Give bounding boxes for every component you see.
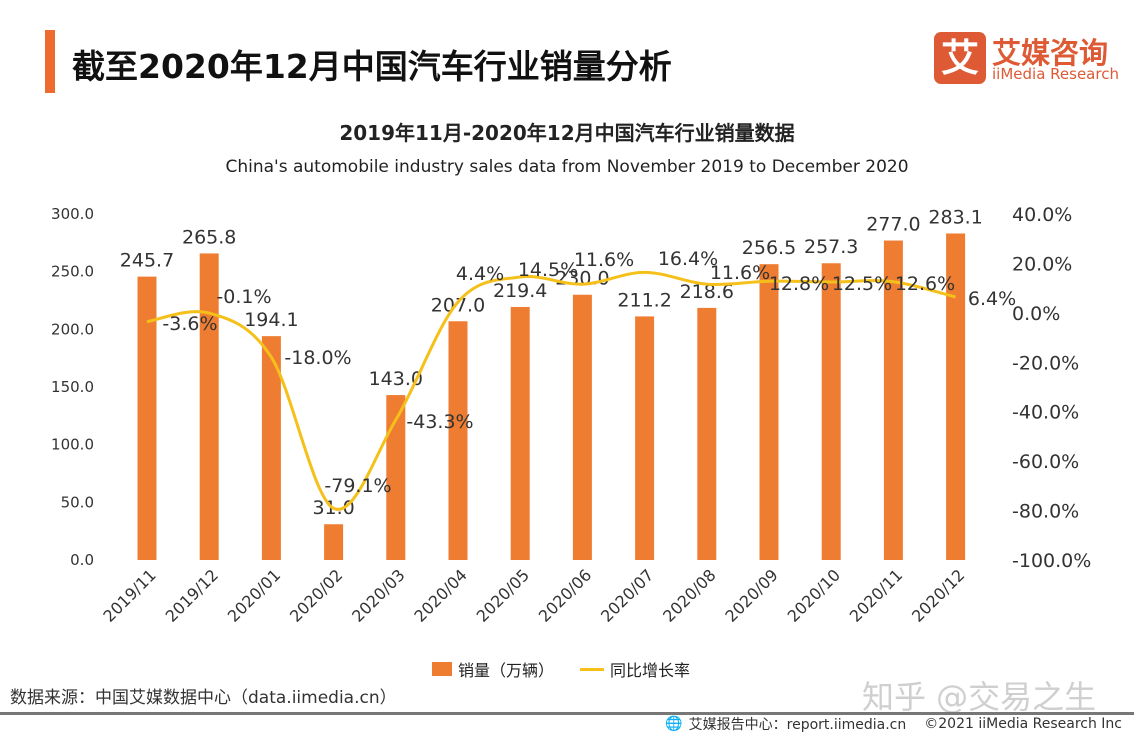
line-data-label: 16.4% <box>658 248 718 270</box>
bar-data-label: 257.3 <box>804 236 858 258</box>
bar-data-label: 265.8 <box>182 226 236 248</box>
legend: 销量（万辆） 同比增长率 <box>432 657 690 681</box>
line-data-label: 11.6% <box>574 249 634 271</box>
globe-icon: 🌐 <box>665 716 683 732</box>
chart-title: 2019年11月-2020年12月中国汽车行业销量数据 <box>339 121 795 145</box>
logo-name-cn: 艾媒咨询 <box>992 36 1109 70</box>
line-data-label: 12.8% <box>769 273 829 295</box>
line-data-label: 12.6% <box>895 273 955 295</box>
growth-line <box>146 270 956 511</box>
right-axis-tick: 20.0% <box>1012 253 1072 275</box>
bar <box>261 336 281 560</box>
bar <box>324 524 344 560</box>
line-data-label: 11.6% <box>710 262 770 284</box>
line-data-label: 6.4% <box>968 288 1016 310</box>
right-axis-tick: -80.0% <box>1012 501 1079 523</box>
line-data-label: 12.5% <box>832 273 892 295</box>
footer-copyright: ©2021 iiMedia Research Inc <box>924 716 1122 732</box>
page-title: 截至2020年12月中国汽车行业销量分析 <box>72 47 672 86</box>
bar <box>199 253 219 560</box>
bar-data-label: 207.0 <box>431 294 485 316</box>
legend-bar-swatch <box>432 662 452 676</box>
right-axis-tick: -100.0% <box>1012 550 1091 572</box>
logo-mark: 艾 <box>934 32 986 84</box>
left-axis-tick: 50.0 <box>61 493 94 511</box>
x-axis-tick: 2020/11 <box>846 565 906 625</box>
line-data-label: -79.1% <box>324 475 391 497</box>
line-data-label: 14.5% <box>518 259 578 281</box>
right-axis-tick: 0.0% <box>1012 303 1060 325</box>
bar <box>759 264 779 560</box>
left-axis-tick: 250.0 <box>51 263 94 281</box>
bar-data-label: 211.2 <box>617 289 671 311</box>
left-axis-tick: 300.0 <box>51 205 94 223</box>
bar <box>448 321 468 560</box>
left-axis-tick: 0.0 <box>70 551 94 569</box>
line-data-label: 4.4% <box>456 263 504 285</box>
bar <box>572 294 592 560</box>
line-data-label: -18.0% <box>284 347 351 369</box>
bar-data-label: 277.0 <box>866 214 920 236</box>
x-axis-tick: 2020/07 <box>597 565 657 625</box>
x-axis-tick: 2020/10 <box>784 565 844 625</box>
legend-line-swatch <box>580 667 605 671</box>
x-axis-tick: 2020/09 <box>721 565 781 625</box>
chart-subtitle: China's automobile industry sales data f… <box>225 157 909 177</box>
bar <box>946 233 966 560</box>
title-accent-bar <box>45 30 55 93</box>
bar <box>697 307 717 560</box>
legend-line-label: 同比增长率 <box>610 661 691 680</box>
watermark: 知乎 @交易之生 <box>862 678 1097 716</box>
x-axis-tick: 2020/08 <box>659 565 719 625</box>
right-axis-tick: -20.0% <box>1012 352 1079 374</box>
right-axis-tick: -60.0% <box>1012 451 1079 473</box>
line-data-label: -0.1% <box>216 286 271 308</box>
footer-report[interactable]: 艾媒报告中心：report.iimedia.cn <box>688 717 907 733</box>
bar-data-label: 194.1 <box>244 309 298 331</box>
x-axis-tick: 2019/12 <box>162 565 222 625</box>
left-axis-tick: 100.0 <box>51 436 94 454</box>
bar-data-label: 283.1 <box>928 206 982 228</box>
bar-data-label: 245.7 <box>120 250 174 272</box>
right-axis-tick: -40.0% <box>1012 402 1079 424</box>
bar-data-label: 218.6 <box>680 281 734 303</box>
x-axis-tick: 2020/06 <box>535 565 595 625</box>
footer: 🌐 艾媒报告中心：report.iimedia.cn ©2021 iiMedia… <box>665 714 1122 734</box>
bar-data-label: 219.4 <box>493 280 547 302</box>
bar-data-label: 143.0 <box>369 368 423 390</box>
x-axis-tick: 2020/12 <box>908 565 968 625</box>
line-data-label: -43.3% <box>406 411 473 433</box>
bar <box>137 276 157 560</box>
x-axis-tick: 2020/03 <box>348 565 408 625</box>
footer-divider <box>0 712 1134 715</box>
left-axis-tick: 200.0 <box>51 320 94 338</box>
left-axis-tick: 150.0 <box>51 378 94 396</box>
x-axis-tick: 2020/05 <box>473 565 533 625</box>
data-source: 数据来源：中国艾媒数据中心（data.iimedia.cn） <box>10 688 397 708</box>
bar-data-label: 256.5 <box>742 237 796 259</box>
bar <box>821 263 841 560</box>
bar <box>883 240 903 560</box>
iimedia-logo: 艾 艾媒咨询 iiMedia Research <box>934 32 1119 87</box>
bar <box>635 316 655 560</box>
x-axis-tick: 2020/02 <box>286 565 346 625</box>
x-axis-tick: 2019/11 <box>99 565 159 625</box>
bar <box>386 395 406 560</box>
right-axis-tick: 40.0% <box>1012 204 1072 226</box>
line-data-label: -3.6% <box>162 313 217 335</box>
bar <box>510 306 530 560</box>
legend-bar-label: 销量（万辆） <box>458 661 555 680</box>
logo-name-en: iiMedia Research <box>992 65 1119 83</box>
x-axis-tick: 2020/01 <box>224 565 284 625</box>
x-axis-tick: 2020/04 <box>410 565 470 625</box>
